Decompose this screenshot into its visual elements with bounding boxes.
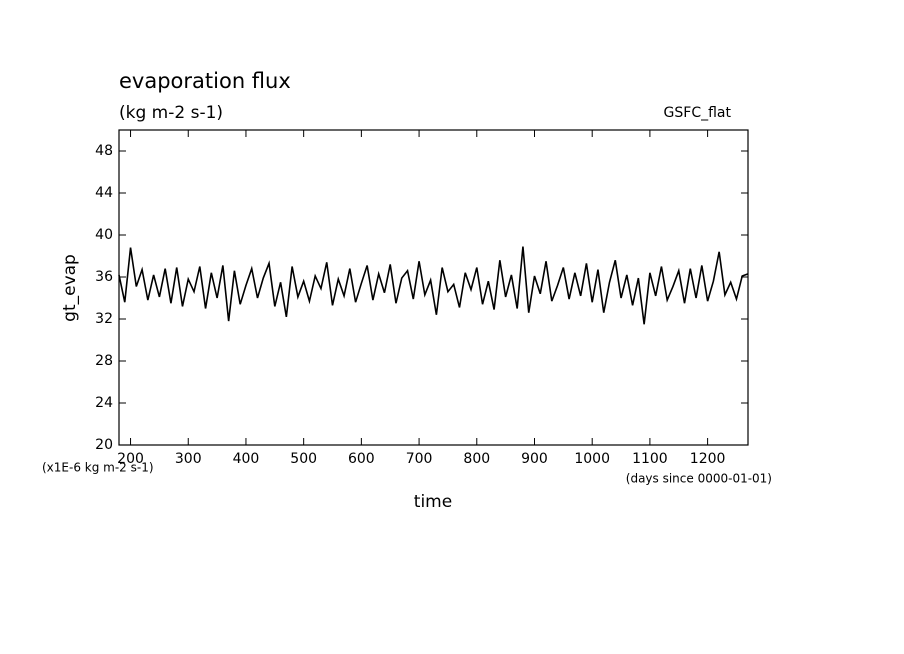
plot-frame [118, 129, 749, 446]
x-tick-label: 700 [406, 451, 433, 467]
x-tick-label: 300 [175, 451, 202, 467]
x-tick-label: 800 [463, 451, 490, 467]
x-tick-label: 1200 [690, 451, 726, 467]
y-units: (x1E-6 kg m-2 s-1) [42, 461, 154, 475]
x-tick-label: 1000 [574, 451, 610, 467]
y-axis-label: gt_evap [60, 254, 80, 322]
y-tick-label: 40 [95, 227, 113, 243]
y-tick-label: 28 [95, 353, 113, 369]
x-tick-label: 1100 [632, 451, 668, 467]
annotation: GSFC_flat [664, 105, 732, 121]
y-tick-label: 32 [95, 311, 113, 327]
chart-title: evaporation flux [119, 69, 291, 93]
y-tick-label: 24 [95, 395, 113, 411]
y-tick-label: 20 [95, 437, 113, 453]
y-tick-label: 44 [95, 185, 113, 201]
x-tick-label: 600 [348, 451, 375, 467]
chart-subtitle: (kg m-2 s-1) [119, 103, 223, 123]
x-units: (days since 0000-01-01) [626, 472, 772, 486]
data-line [118, 246, 749, 325]
x-tick-label: 200 [117, 451, 144, 467]
y-tick-label: 36 [95, 269, 113, 285]
x-tick-label: 400 [233, 451, 260, 467]
y-tick-label: 48 [95, 143, 113, 159]
x-axis-label: time [414, 492, 452, 512]
x-tick-label: 500 [290, 451, 317, 467]
x-tick-label: 900 [521, 451, 548, 467]
